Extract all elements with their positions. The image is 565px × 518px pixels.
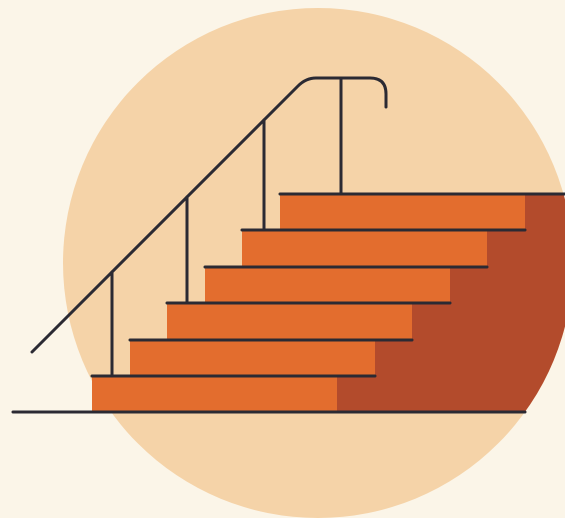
step bbox=[280, 194, 525, 230]
rail bbox=[30, 76, 388, 354]
step bbox=[205, 267, 450, 303]
step bbox=[242, 230, 487, 267]
step bbox=[130, 340, 375, 376]
step bbox=[92, 376, 337, 412]
handrail bbox=[30, 76, 388, 378]
steps bbox=[92, 194, 525, 412]
step-edges bbox=[11, 192, 565, 414]
step bbox=[167, 303, 412, 340]
